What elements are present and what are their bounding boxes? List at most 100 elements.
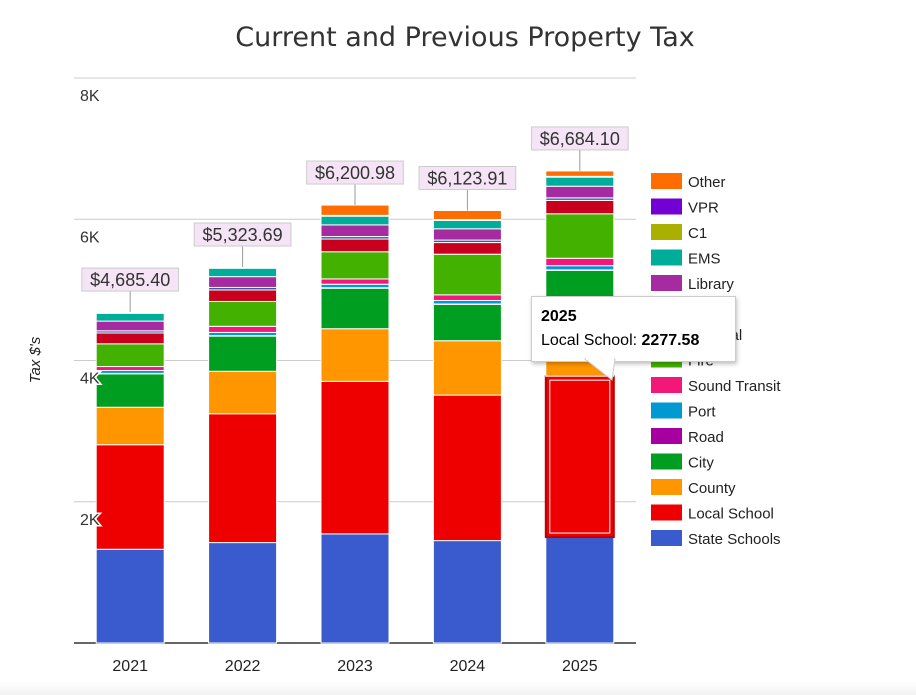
bar-segment[interactable] bbox=[320, 533, 390, 644]
bar-segment[interactable] bbox=[432, 242, 502, 255]
legend-swatch bbox=[651, 173, 682, 189]
bar-segment[interactable] bbox=[95, 406, 165, 446]
total-annotations: $4,685.40 $5,323.69 $6,200.98 $6,123.91 $6,6… bbox=[81, 126, 629, 313]
bar-segment[interactable] bbox=[432, 294, 502, 301]
x-tick-label: 2022 bbox=[225, 658, 261, 675]
bar-segment[interactable] bbox=[95, 444, 165, 550]
bar-segment[interactable] bbox=[95, 366, 165, 371]
bar-segment[interactable] bbox=[320, 287, 390, 330]
legend-item[interactable]: Port bbox=[651, 402, 716, 421]
bar-segment[interactable] bbox=[95, 320, 165, 332]
bar-segment[interactable] bbox=[545, 176, 615, 187]
bar-segment[interactable] bbox=[320, 283, 390, 289]
bar-segment[interactable] bbox=[544, 375, 615, 539]
annotation-box bbox=[193, 222, 292, 247]
legend-item[interactable]: VPR bbox=[651, 198, 719, 217]
legend: OtherVPRC1EMSLibraryHospitalFireSound Tr… bbox=[651, 173, 781, 548]
tooltip-series: Local School: 2277.58 bbox=[541, 332, 699, 350]
x-axis-ticks: 2021 2022 2023 2024 2025 bbox=[112, 658, 597, 675]
bar-segment[interactable] bbox=[208, 335, 278, 372]
bar-segment[interactable] bbox=[432, 540, 502, 644]
bar-segment[interactable] bbox=[432, 340, 502, 396]
bar-segment[interactable] bbox=[95, 311, 165, 314]
bar-segment[interactable] bbox=[545, 213, 615, 259]
y-axis-label: Tax $'s bbox=[27, 336, 44, 383]
annotation-box bbox=[81, 267, 180, 292]
x-tick-label: 2024 bbox=[450, 658, 486, 675]
annotation-box bbox=[530, 126, 629, 151]
bar-segment[interactable] bbox=[432, 228, 502, 241]
bar-segment[interactable] bbox=[432, 299, 502, 305]
bar-segment[interactable] bbox=[208, 289, 278, 302]
bar-segment[interactable] bbox=[432, 394, 502, 542]
bar-segment[interactable] bbox=[545, 199, 615, 215]
legend-label: Road bbox=[688, 429, 724, 446]
bar-segment[interactable] bbox=[545, 185, 615, 199]
bar-segment[interactable] bbox=[320, 215, 390, 226]
bar-segment[interactable] bbox=[320, 238, 390, 253]
legend-swatch bbox=[651, 479, 682, 495]
y-tick-label: 8K bbox=[80, 88, 100, 105]
bar-stack-2021 bbox=[95, 311, 165, 644]
bar-segment[interactable] bbox=[320, 251, 390, 280]
bar-segment[interactable] bbox=[545, 257, 615, 267]
bar-segment[interactable] bbox=[208, 267, 278, 278]
bar-segment[interactable] bbox=[95, 332, 165, 345]
legend-label: Local School bbox=[688, 506, 774, 523]
legend-swatch bbox=[651, 530, 682, 546]
bar-segment[interactable] bbox=[432, 303, 502, 342]
legend-item[interactable]: Other bbox=[651, 173, 726, 191]
bar-stack-2023 bbox=[320, 204, 390, 644]
bar-segment[interactable] bbox=[320, 328, 390, 382]
bar-segment[interactable] bbox=[208, 266, 278, 269]
bar-segment[interactable] bbox=[95, 548, 165, 644]
x-tick-label: 2023 bbox=[337, 658, 373, 675]
bar-segment[interactable] bbox=[208, 300, 278, 327]
bar-segment[interactable] bbox=[95, 373, 165, 408]
bar-segment[interactable] bbox=[545, 265, 615, 271]
bar-segment[interactable] bbox=[432, 209, 502, 221]
legend-label: County bbox=[688, 480, 736, 497]
bar-segment[interactable] bbox=[432, 253, 502, 296]
legend-swatch bbox=[651, 377, 682, 393]
bar-segment[interactable] bbox=[320, 204, 390, 216]
bar-segment[interactable] bbox=[320, 278, 390, 285]
bar-stack-2022 bbox=[208, 266, 278, 644]
bar-segment[interactable] bbox=[208, 413, 278, 544]
bar-segment[interactable] bbox=[208, 370, 278, 415]
legend-item[interactable]: Sound Transit bbox=[651, 377, 781, 395]
legend-item[interactable]: State Schools bbox=[651, 530, 781, 548]
bar-segment[interactable] bbox=[545, 536, 615, 644]
legend-label: Library bbox=[688, 276, 734, 293]
bar-segment[interactable] bbox=[545, 170, 615, 177]
legend-item[interactable]: C1 bbox=[651, 224, 707, 242]
bar-segment[interactable] bbox=[95, 312, 165, 322]
y-axis-ticks: 2K 4K 6K 8K bbox=[79, 87, 102, 531]
legend-item[interactable]: EMS bbox=[651, 249, 721, 268]
bar-segment[interactable] bbox=[95, 343, 165, 368]
bars bbox=[95, 170, 615, 644]
total-label: $6,684.10 bbox=[540, 129, 620, 149]
tooltip-label: Local School: bbox=[541, 332, 642, 349]
total-label: $6,123.91 bbox=[427, 168, 507, 188]
annotation-box bbox=[306, 160, 404, 185]
tooltip-value: 2277.58 bbox=[641, 332, 700, 349]
bar-segment[interactable] bbox=[432, 219, 502, 230]
tooltip-year: 2025 bbox=[541, 308, 577, 325]
page-bottom-edge bbox=[0, 681, 916, 695]
legend-item[interactable]: Road bbox=[651, 428, 724, 446]
legend-item[interactable]: Local School bbox=[651, 504, 774, 523]
bar-stack-2025 bbox=[544, 170, 615, 644]
bar-segment[interactable] bbox=[208, 276, 278, 288]
legend-label: Other bbox=[688, 174, 726, 191]
legend-item[interactable]: County bbox=[651, 479, 736, 497]
bar-segment[interactable] bbox=[320, 224, 390, 238]
legend-label: City bbox=[688, 455, 714, 472]
bar-segment[interactable] bbox=[208, 325, 278, 333]
legend-item[interactable]: City bbox=[651, 453, 714, 472]
bar-segment[interactable] bbox=[208, 542, 278, 644]
legend-item[interactable]: Library bbox=[651, 275, 734, 293]
bar-segment[interactable] bbox=[320, 380, 390, 535]
legend-swatch bbox=[651, 198, 682, 215]
legend-swatch bbox=[651, 453, 682, 470]
